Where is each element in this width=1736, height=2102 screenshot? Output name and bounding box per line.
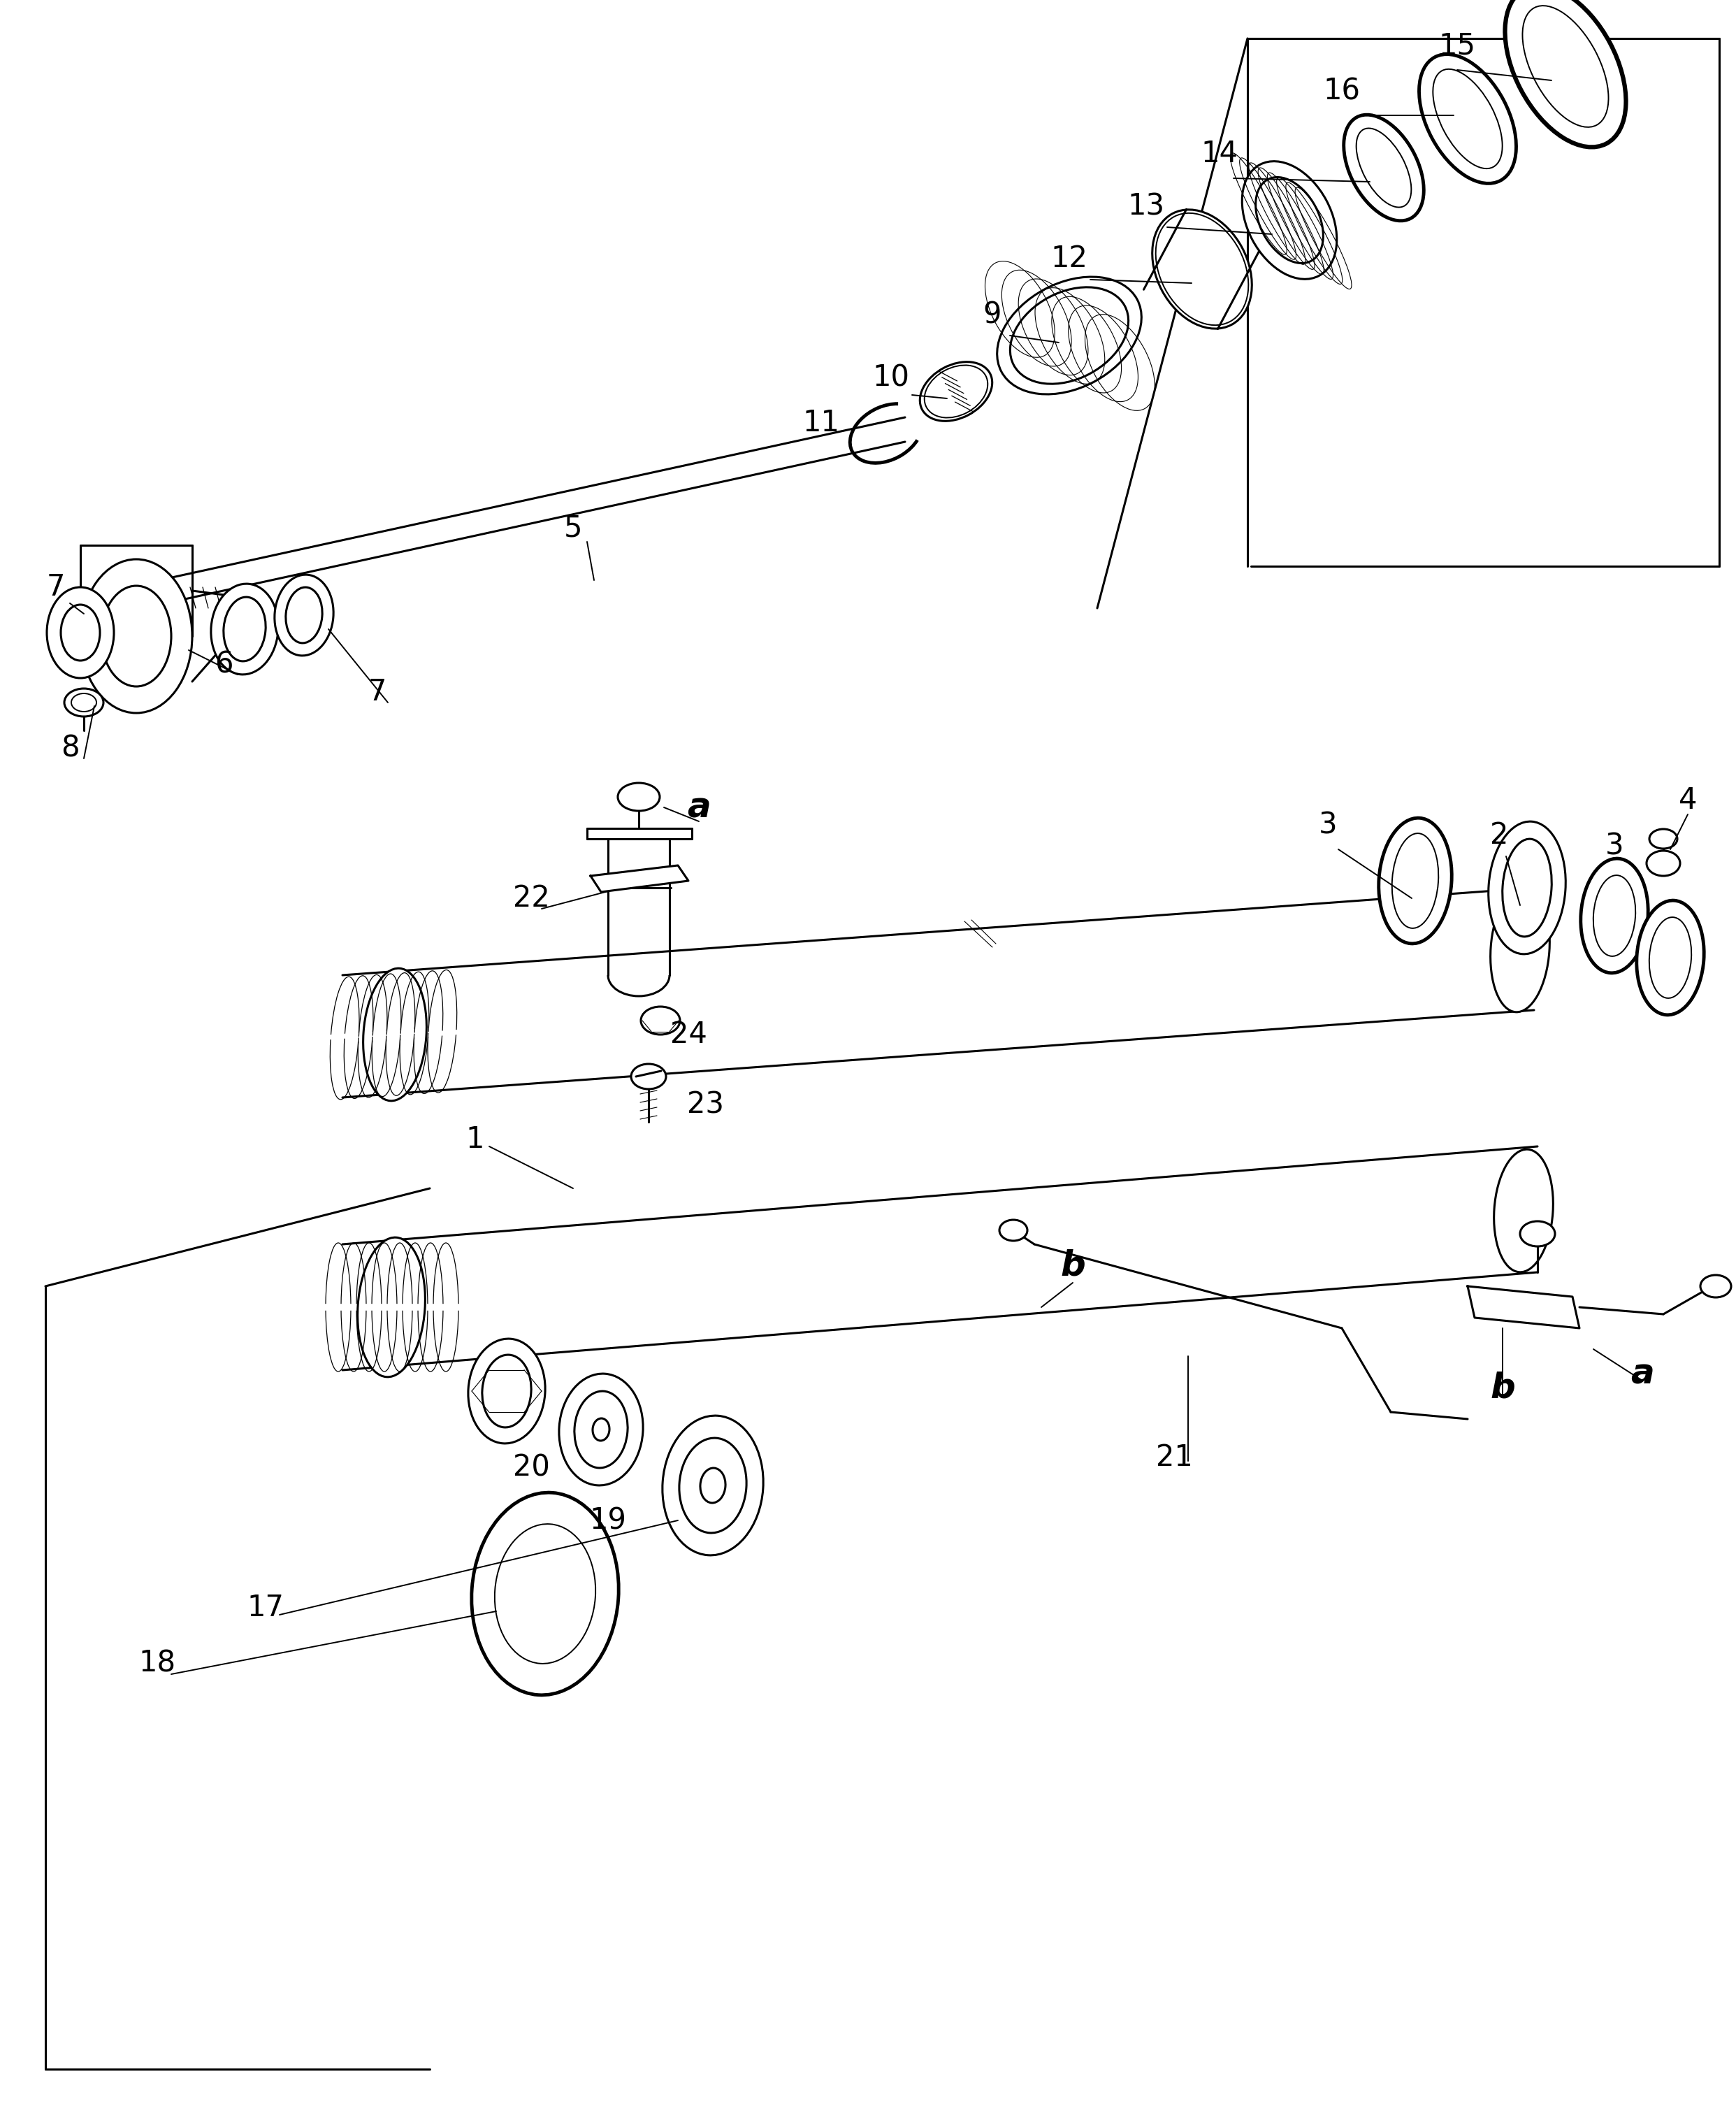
Ellipse shape [64, 689, 104, 717]
Text: b: b [1061, 1249, 1085, 1282]
Ellipse shape [1495, 1150, 1554, 1272]
Ellipse shape [1418, 55, 1516, 183]
Ellipse shape [1637, 900, 1705, 1015]
Ellipse shape [663, 1415, 764, 1555]
Text: 6: 6 [214, 650, 233, 679]
Polygon shape [590, 866, 689, 891]
Text: a: a [1630, 1356, 1654, 1389]
Ellipse shape [1700, 1276, 1731, 1297]
Text: a: a [687, 790, 710, 824]
Text: b: b [1489, 1371, 1516, 1404]
Text: 18: 18 [139, 1650, 175, 1677]
Text: 13: 13 [1128, 191, 1165, 221]
Ellipse shape [274, 574, 333, 656]
Text: 5: 5 [564, 513, 582, 542]
Ellipse shape [1581, 858, 1647, 973]
Text: 17: 17 [247, 1593, 285, 1623]
Ellipse shape [358, 1238, 425, 1377]
Text: 11: 11 [802, 408, 840, 437]
Text: 23: 23 [687, 1089, 724, 1118]
Ellipse shape [632, 1064, 667, 1089]
Text: 1: 1 [465, 1125, 484, 1154]
Text: 7: 7 [47, 572, 66, 601]
Text: 3: 3 [1606, 830, 1623, 860]
Ellipse shape [618, 782, 660, 811]
Polygon shape [1467, 1286, 1580, 1328]
Ellipse shape [1491, 887, 1550, 1011]
Text: 8: 8 [61, 734, 80, 763]
Text: 7: 7 [368, 677, 387, 706]
Text: 3: 3 [1319, 809, 1337, 839]
Ellipse shape [1000, 1219, 1028, 1240]
Text: 9: 9 [983, 301, 1002, 330]
Ellipse shape [996, 277, 1142, 395]
Ellipse shape [47, 586, 115, 679]
Ellipse shape [1505, 0, 1627, 147]
Ellipse shape [1241, 162, 1337, 280]
Text: 16: 16 [1323, 76, 1361, 105]
Ellipse shape [641, 1007, 681, 1034]
Ellipse shape [472, 1492, 618, 1694]
Ellipse shape [1153, 210, 1252, 328]
Text: 15: 15 [1439, 32, 1476, 61]
Ellipse shape [80, 559, 193, 713]
Text: 12: 12 [1050, 244, 1088, 273]
Text: 2: 2 [1489, 820, 1509, 849]
Ellipse shape [212, 584, 278, 675]
Text: 10: 10 [873, 364, 910, 393]
Ellipse shape [559, 1375, 642, 1486]
Ellipse shape [1521, 1221, 1555, 1246]
Text: 4: 4 [1679, 786, 1698, 816]
Ellipse shape [920, 362, 993, 420]
Text: 20: 20 [512, 1452, 550, 1482]
Ellipse shape [363, 969, 427, 1101]
Text: 24: 24 [670, 1019, 707, 1049]
Text: 14: 14 [1201, 139, 1238, 168]
Ellipse shape [1649, 828, 1677, 849]
Ellipse shape [1344, 116, 1424, 221]
Text: 22: 22 [512, 883, 550, 912]
Text: 21: 21 [1156, 1442, 1193, 1471]
Ellipse shape [1488, 822, 1566, 954]
Ellipse shape [469, 1339, 545, 1444]
Ellipse shape [1646, 851, 1680, 877]
Text: 19: 19 [590, 1505, 627, 1534]
Ellipse shape [1378, 818, 1451, 944]
